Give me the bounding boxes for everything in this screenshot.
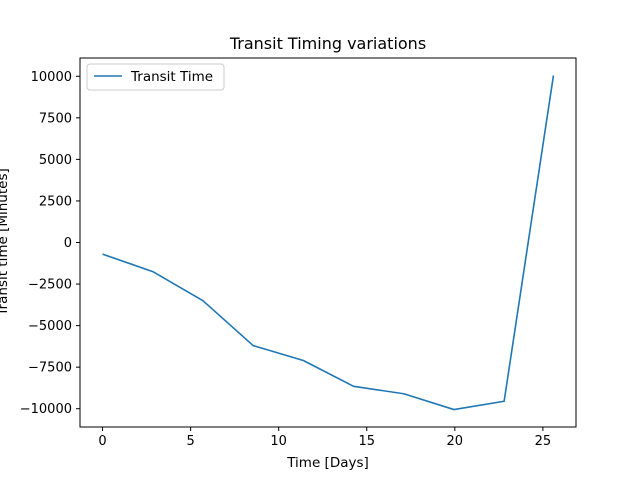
x-axis-label: Time [Days] (286, 455, 369, 471)
axes-frame (79, 57, 577, 428)
x-tick-label: 0 (98, 434, 106, 449)
series-line (102, 75, 555, 411)
x-tick-label: 5 (186, 434, 194, 449)
y-tick-label: −7500 (28, 361, 72, 376)
x-axis: 0 5 10 15 20 25 (98, 427, 551, 449)
y-tick-label: 0 (64, 236, 72, 251)
x-tick-label: 15 (358, 434, 375, 449)
y-axis-label: Transit time [Minutes] (0, 168, 11, 316)
y-tick-label: 7500 (39, 111, 72, 126)
y-tick-label: −5000 (28, 319, 72, 334)
plot-area: 0 5 10 15 20 25 −10000 −7500 −5000 −2500 0 2500 500… (20, 57, 577, 449)
legend: Transit Time (86, 63, 225, 91)
y-tick-label: −10000 (20, 402, 72, 417)
legend-label: Transit Time (130, 69, 213, 85)
y-tick-label: 5000 (39, 153, 72, 168)
series-layer (102, 75, 555, 411)
y-axis: −10000 −7500 −5000 −2500 0 2500 5000 7500 10000 (20, 70, 80, 417)
y-tick-label: 2500 (39, 194, 72, 209)
x-tick-label: 10 (270, 434, 287, 449)
y-tick-label: 10000 (31, 70, 72, 85)
x-tick-label: 25 (535, 434, 552, 449)
y-tick-label: −2500 (28, 278, 72, 293)
x-tick-label: 20 (447, 434, 464, 449)
legend-frame (86, 63, 225, 91)
chart-title: Transit Timing variations (229, 34, 426, 53)
